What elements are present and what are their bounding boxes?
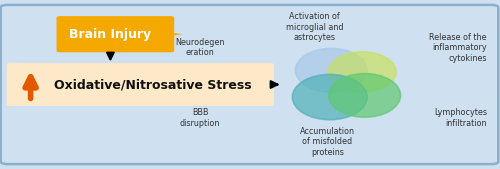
- Text: Lymphocytes
infiltration: Lymphocytes infiltration: [434, 108, 487, 128]
- Text: Neurodegen
eration: Neurodegen eration: [176, 38, 225, 57]
- Polygon shape: [63, 18, 182, 50]
- Text: Brain Injury: Brain Injury: [70, 28, 152, 41]
- FancyBboxPatch shape: [56, 16, 174, 52]
- Text: Accumulation
of misfolded
proteins: Accumulation of misfolded proteins: [300, 127, 355, 156]
- Ellipse shape: [292, 74, 367, 120]
- Ellipse shape: [328, 52, 396, 92]
- FancyBboxPatch shape: [0, 5, 498, 164]
- Ellipse shape: [329, 74, 400, 117]
- Text: Release of the
inflammatory
cytokines: Release of the inflammatory cytokines: [430, 33, 487, 63]
- Text: BBB
disruption: BBB disruption: [180, 108, 220, 128]
- FancyBboxPatch shape: [6, 63, 274, 106]
- Ellipse shape: [296, 49, 367, 92]
- Text: Oxidative/Nitrosative Stress: Oxidative/Nitrosative Stress: [54, 78, 252, 91]
- Text: Activation of
microglial and
astrocytes: Activation of microglial and astrocytes: [286, 13, 344, 42]
